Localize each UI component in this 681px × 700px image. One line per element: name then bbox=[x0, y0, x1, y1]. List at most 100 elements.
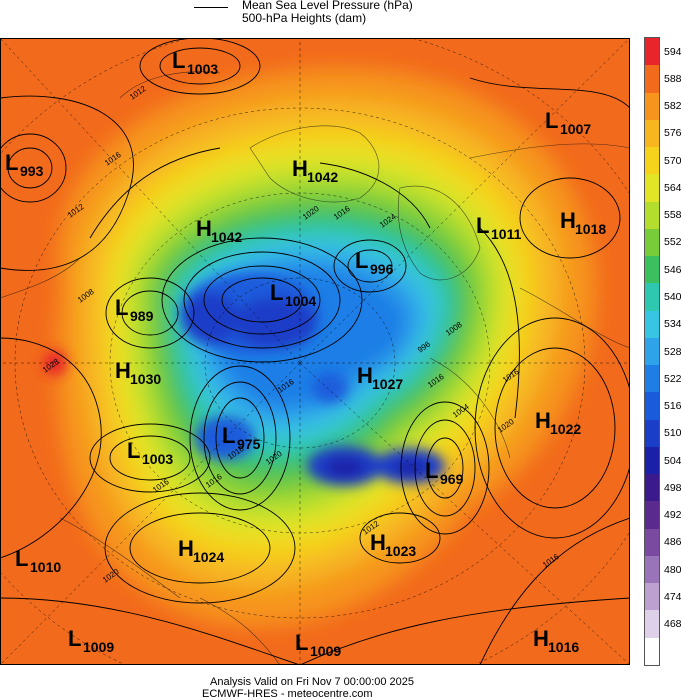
system-pressure-value: 1042 bbox=[307, 169, 338, 185]
colorbar-tick-label: 504 bbox=[664, 454, 681, 467]
system-pressure-value: 1018 bbox=[575, 221, 606, 237]
high-pressure-label: H 1023 bbox=[370, 530, 416, 559]
colorbar-cell bbox=[645, 174, 659, 203]
colorbar bbox=[644, 37, 660, 666]
colorbar-tick-label: 546 bbox=[664, 263, 681, 276]
colorbar-tick-label: 486 bbox=[664, 536, 681, 549]
high-pressure-label: H 1027 bbox=[357, 363, 403, 392]
colorbar-cell bbox=[645, 419, 659, 448]
system-pressure-value: 975 bbox=[237, 436, 261, 452]
colorbar-tick-label: 588 bbox=[664, 72, 681, 85]
colorbar-tick-label: 528 bbox=[664, 345, 681, 358]
colorbar-cell bbox=[645, 528, 659, 557]
colorbar-tick-label: 582 bbox=[664, 100, 681, 113]
colorbar-cell bbox=[645, 555, 659, 584]
system-pressure-value: 1016 bbox=[548, 639, 579, 655]
system-pressure-value: 1011 bbox=[491, 226, 522, 242]
colorbar-tick-label: 474 bbox=[664, 590, 681, 603]
system-pressure-value: 1027 bbox=[372, 376, 403, 392]
system-type-letter: H bbox=[535, 408, 551, 433]
colorbar-tick-label: 534 bbox=[664, 318, 681, 331]
system-type-letter: H bbox=[560, 208, 576, 233]
system-pressure-value: 1042 bbox=[211, 229, 242, 245]
system-type-letter: L bbox=[115, 295, 128, 320]
system-type-letter: H bbox=[357, 363, 373, 388]
colorbar-cell bbox=[645, 201, 659, 230]
low-pressure-label: L 1010 bbox=[15, 546, 61, 575]
high-pressure-label: H 1042 bbox=[196, 216, 242, 245]
system-pressure-value: 1004 bbox=[285, 293, 316, 309]
colorbar-cell bbox=[645, 65, 659, 93]
high-pressure-label: H 1042 bbox=[292, 156, 338, 185]
system-pressure-value: 989 bbox=[130, 308, 154, 324]
system-pressure-value: 1007 bbox=[560, 121, 591, 137]
colorbar-tick-label: 564 bbox=[664, 181, 681, 194]
low-pressure-label: L 1007 bbox=[545, 108, 591, 137]
colorbar-tick-label: 498 bbox=[664, 481, 681, 494]
high-pressure-label: H 1016 bbox=[533, 626, 579, 655]
low-pressure-label: L 993 bbox=[5, 150, 44, 179]
colorbar-cell bbox=[645, 365, 659, 393]
colorbar-tick-label: 576 bbox=[664, 127, 681, 140]
system-type-letter: L bbox=[295, 630, 308, 655]
system-type-letter: H bbox=[196, 216, 212, 241]
system-pressure-value: 1023 bbox=[385, 543, 416, 559]
system-pressure-value: 969 bbox=[440, 471, 464, 487]
system-pressure-value: 1022 bbox=[550, 421, 581, 437]
colorbar-cell bbox=[645, 256, 659, 284]
graticule bbox=[0, 38, 630, 665]
trough-cores bbox=[43, 273, 445, 486]
system-type-letter: L bbox=[545, 108, 558, 133]
low-pressure-label: L 1011 bbox=[476, 213, 522, 242]
system-type-letter: L bbox=[68, 626, 81, 651]
high-pressure-label: H 1030 bbox=[115, 358, 161, 387]
system-pressure-value: 1009 bbox=[83, 639, 114, 655]
low-pressure-label: L 1009 bbox=[295, 630, 341, 659]
system-pressure-value: 993 bbox=[20, 163, 44, 179]
colorbar-tick-label: 492 bbox=[664, 509, 681, 522]
system-type-letter: L bbox=[172, 48, 185, 73]
low-pressure-label: L 1003 bbox=[127, 438, 173, 467]
low-pressure-label: L 975 bbox=[222, 423, 261, 452]
colorbar-tick-label: 510 bbox=[664, 427, 681, 440]
colorbar-cell bbox=[645, 119, 659, 148]
high-pressure-label: H 1018 bbox=[560, 208, 606, 237]
colorbar-cell bbox=[645, 474, 659, 502]
low-pressure-label: L 1009 bbox=[68, 626, 114, 655]
system-type-letter: L bbox=[270, 280, 283, 305]
system-type-letter: L bbox=[222, 423, 235, 448]
colorbar-cell bbox=[645, 583, 659, 611]
map-frame bbox=[0, 38, 630, 665]
system-type-letter: H bbox=[292, 156, 308, 181]
model-source-label: ECMWF-HRES - meteocentre.com bbox=[202, 688, 373, 700]
valid-time-label: Analysis Valid on Fri Nov 7 00:00:00 202… bbox=[210, 676, 415, 688]
colorbar-cell bbox=[645, 147, 659, 175]
colorbar-tick-label: 558 bbox=[664, 209, 681, 222]
system-pressure-value: 996 bbox=[370, 261, 394, 277]
system-type-letter: L bbox=[127, 438, 140, 463]
colorbar-cell bbox=[645, 610, 659, 639]
colorbar-tick-label: 552 bbox=[664, 236, 681, 249]
low-pressure-label: L 989 bbox=[115, 295, 154, 324]
colorbar-cell bbox=[645, 392, 659, 421]
system-type-letter: L bbox=[476, 213, 489, 238]
colorbar-cell bbox=[645, 501, 659, 530]
colorbar-cell bbox=[645, 283, 659, 312]
colorbar-tick-label: 480 bbox=[664, 563, 681, 576]
low-pressure-label: L 1004 bbox=[270, 280, 316, 309]
colorbar-cell bbox=[645, 637, 659, 666]
colorbar-cell bbox=[645, 446, 659, 475]
system-pressure-value: 1024 bbox=[193, 549, 224, 565]
system-pressure-value: 1030 bbox=[130, 371, 161, 387]
legend-heights-label: 500-hPa Heights (dam) bbox=[242, 11, 367, 25]
colorbar-tick-label: 594 bbox=[664, 45, 681, 58]
low-pressure-label: L 996 bbox=[355, 248, 394, 277]
low-pressure-label: L 1003 bbox=[172, 48, 218, 77]
system-type-letter: H bbox=[533, 626, 549, 651]
legend-mslp-label: Mean Sea Level Pressure (hPa) bbox=[242, 0, 413, 12]
coastlines bbox=[0, 71, 630, 665]
system-pressure-value: 1009 bbox=[310, 643, 341, 659]
system-type-letter: H bbox=[115, 358, 131, 383]
